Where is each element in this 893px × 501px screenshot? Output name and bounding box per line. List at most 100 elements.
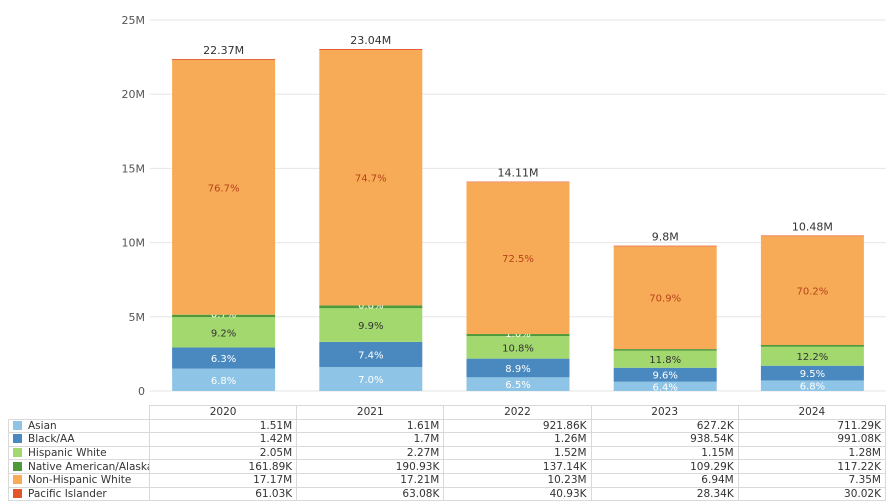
table-cell-value: 6.94M [590, 472, 739, 488]
bar-segment [466, 182, 570, 335]
table-cell-value: 28.34K [590, 486, 739, 501]
bar-total-label: 9.8M [652, 231, 679, 244]
bar-segment [466, 377, 570, 391]
bar-segment [319, 49, 423, 306]
percent-label: 9.9% [358, 321, 383, 332]
legend-row: Asian 1.51M 1.61M 921.86K 627.2K 711.29K [8, 418, 887, 434]
bar-total-label: 23.04M [350, 34, 391, 47]
bar-segment [760, 345, 864, 347]
y-tick-label: 10M [122, 237, 146, 250]
bar-segment [319, 367, 423, 391]
bar-segment [613, 245, 717, 247]
table-cell-value: 1.26M [443, 432, 592, 447]
percent-label: 12.2% [797, 352, 829, 363]
percent-label: 6.4% [652, 382, 677, 393]
table-cell-value: 117.22K [737, 459, 887, 474]
table-corner [8, 405, 150, 420]
table-cell-value: 1.61M [296, 418, 445, 434]
percent-label: 70.9% [649, 294, 681, 305]
table-cell-value: 991.08K [737, 432, 887, 447]
table-cell-value: 7.35M [737, 472, 887, 488]
legend-label: Black/AA [28, 433, 75, 446]
bar-total-label: 10.48M [792, 220, 833, 233]
y-tick-label: 20M [122, 88, 146, 101]
table-cell-value: 921.86K [443, 418, 592, 434]
bar-segment [172, 317, 276, 348]
y-tick-label: 15M [122, 162, 146, 175]
bar-segment [319, 49, 423, 50]
category-header: 2024 [737, 405, 887, 420]
legend-swatch [13, 461, 22, 471]
bar-segment [613, 381, 717, 391]
legend-label: Pacific Islander [28, 487, 107, 500]
bar-segment [172, 58, 276, 60]
bar-segment [613, 350, 717, 368]
percent-label: 0.7% [211, 310, 236, 321]
legend-entry[interactable]: Native American/Alaskan [8, 459, 150, 474]
y-tick-label: 25M [122, 14, 146, 27]
table-cell-value: 61.03K [148, 486, 298, 501]
legend-entry[interactable]: Pacific Islander [8, 486, 150, 501]
legend-label: Non-Hispanic White [28, 474, 132, 487]
legend-label: Native American/Alaskan [28, 460, 150, 473]
legend-entry[interactable]: Asian [8, 418, 150, 434]
legend-entry[interactable]: Hispanic White [8, 445, 150, 461]
percent-label: 72.5% [502, 254, 534, 265]
percent-label: 7.4% [358, 350, 383, 361]
percent-label: 0.8% [358, 300, 383, 311]
bar-segment [613, 246, 717, 350]
table-cell-value: 1.15M [590, 445, 739, 461]
bar-segment [319, 308, 423, 342]
category-header: 2023 [590, 405, 739, 420]
table-cell-value: 2.05M [148, 445, 298, 461]
bar-segment [319, 341, 423, 368]
category-header-row: 2020 2021 2022 2023 2024 [8, 405, 887, 420]
table-cell-value: 137.14K [443, 459, 592, 474]
legend-data-table: 2020 2021 2022 2023 2024 Asian 1.51M 1.61M… [8, 405, 887, 501]
percent-label: 9.6% [652, 371, 677, 382]
legend-row: Pacific Islander 61.03K 63.08K 40.93K 28.34K… [8, 486, 887, 501]
y-tick-label: 0 [138, 385, 145, 398]
percent-label: 9.2% [211, 328, 236, 339]
legend-swatch [13, 448, 22, 458]
bar-total-label: 14.11M [498, 167, 539, 180]
percent-label: 11.8% [649, 355, 681, 366]
bar-segment [613, 349, 717, 351]
legend-swatch [13, 434, 22, 444]
table-cell-value: 161.89K [148, 459, 298, 474]
percent-label: 1.0% [505, 329, 530, 340]
percent-label: 6.8% [211, 376, 236, 387]
table-cell-value: 627.2K [590, 418, 739, 434]
table-cell-value: 190.93K [296, 459, 445, 474]
table-cell-value: 711.29K [737, 418, 887, 434]
bar-segment [613, 367, 717, 382]
table-cell-value: 2.27M [296, 445, 445, 461]
legend-entry[interactable]: Black/AA [8, 432, 150, 447]
percent-label: 70.2% [797, 286, 829, 297]
percent-label: 6.5% [505, 380, 530, 391]
bar-segment [466, 336, 570, 359]
percent-label: 9.5% [800, 369, 825, 380]
table-cell-value: 1.7M [296, 432, 445, 447]
legend-entry[interactable]: Non-Hispanic White [8, 472, 150, 488]
table-cell-value: 938.54K [590, 432, 739, 447]
legend-row: Black/AA 1.42M 1.7M 1.26M 938.54K 991.08K [8, 432, 887, 447]
table-cell-value: 109.29K [590, 459, 739, 474]
table-cell-value: 1.28M [737, 445, 887, 461]
bar-segment [466, 334, 570, 337]
bar-segment [466, 358, 570, 378]
percent-label: 7.0% [358, 375, 383, 386]
category-header: 2021 [296, 405, 445, 420]
bar-segment [760, 346, 864, 366]
bar-segment [172, 59, 276, 315]
legend-row: Non-Hispanic White 17.17M 17.21M 10.23M 6.94… [8, 472, 887, 488]
stacked-bar-chart: 0 5M 10M 15M 20M 25M 6.8% 6.3% 9.2% 0.7% 76.7% 22.3… [122, 14, 886, 398]
bar-segment [760, 380, 864, 391]
percent-label: 74.7% [355, 174, 387, 185]
table-cell-value: 1.51M [148, 418, 298, 434]
bar-segment [466, 181, 570, 183]
percent-label: 76.7% [208, 183, 240, 194]
table-cell-value: 17.21M [296, 472, 445, 488]
y-tick-label: 5M [129, 311, 146, 324]
bar-segment [172, 347, 276, 369]
